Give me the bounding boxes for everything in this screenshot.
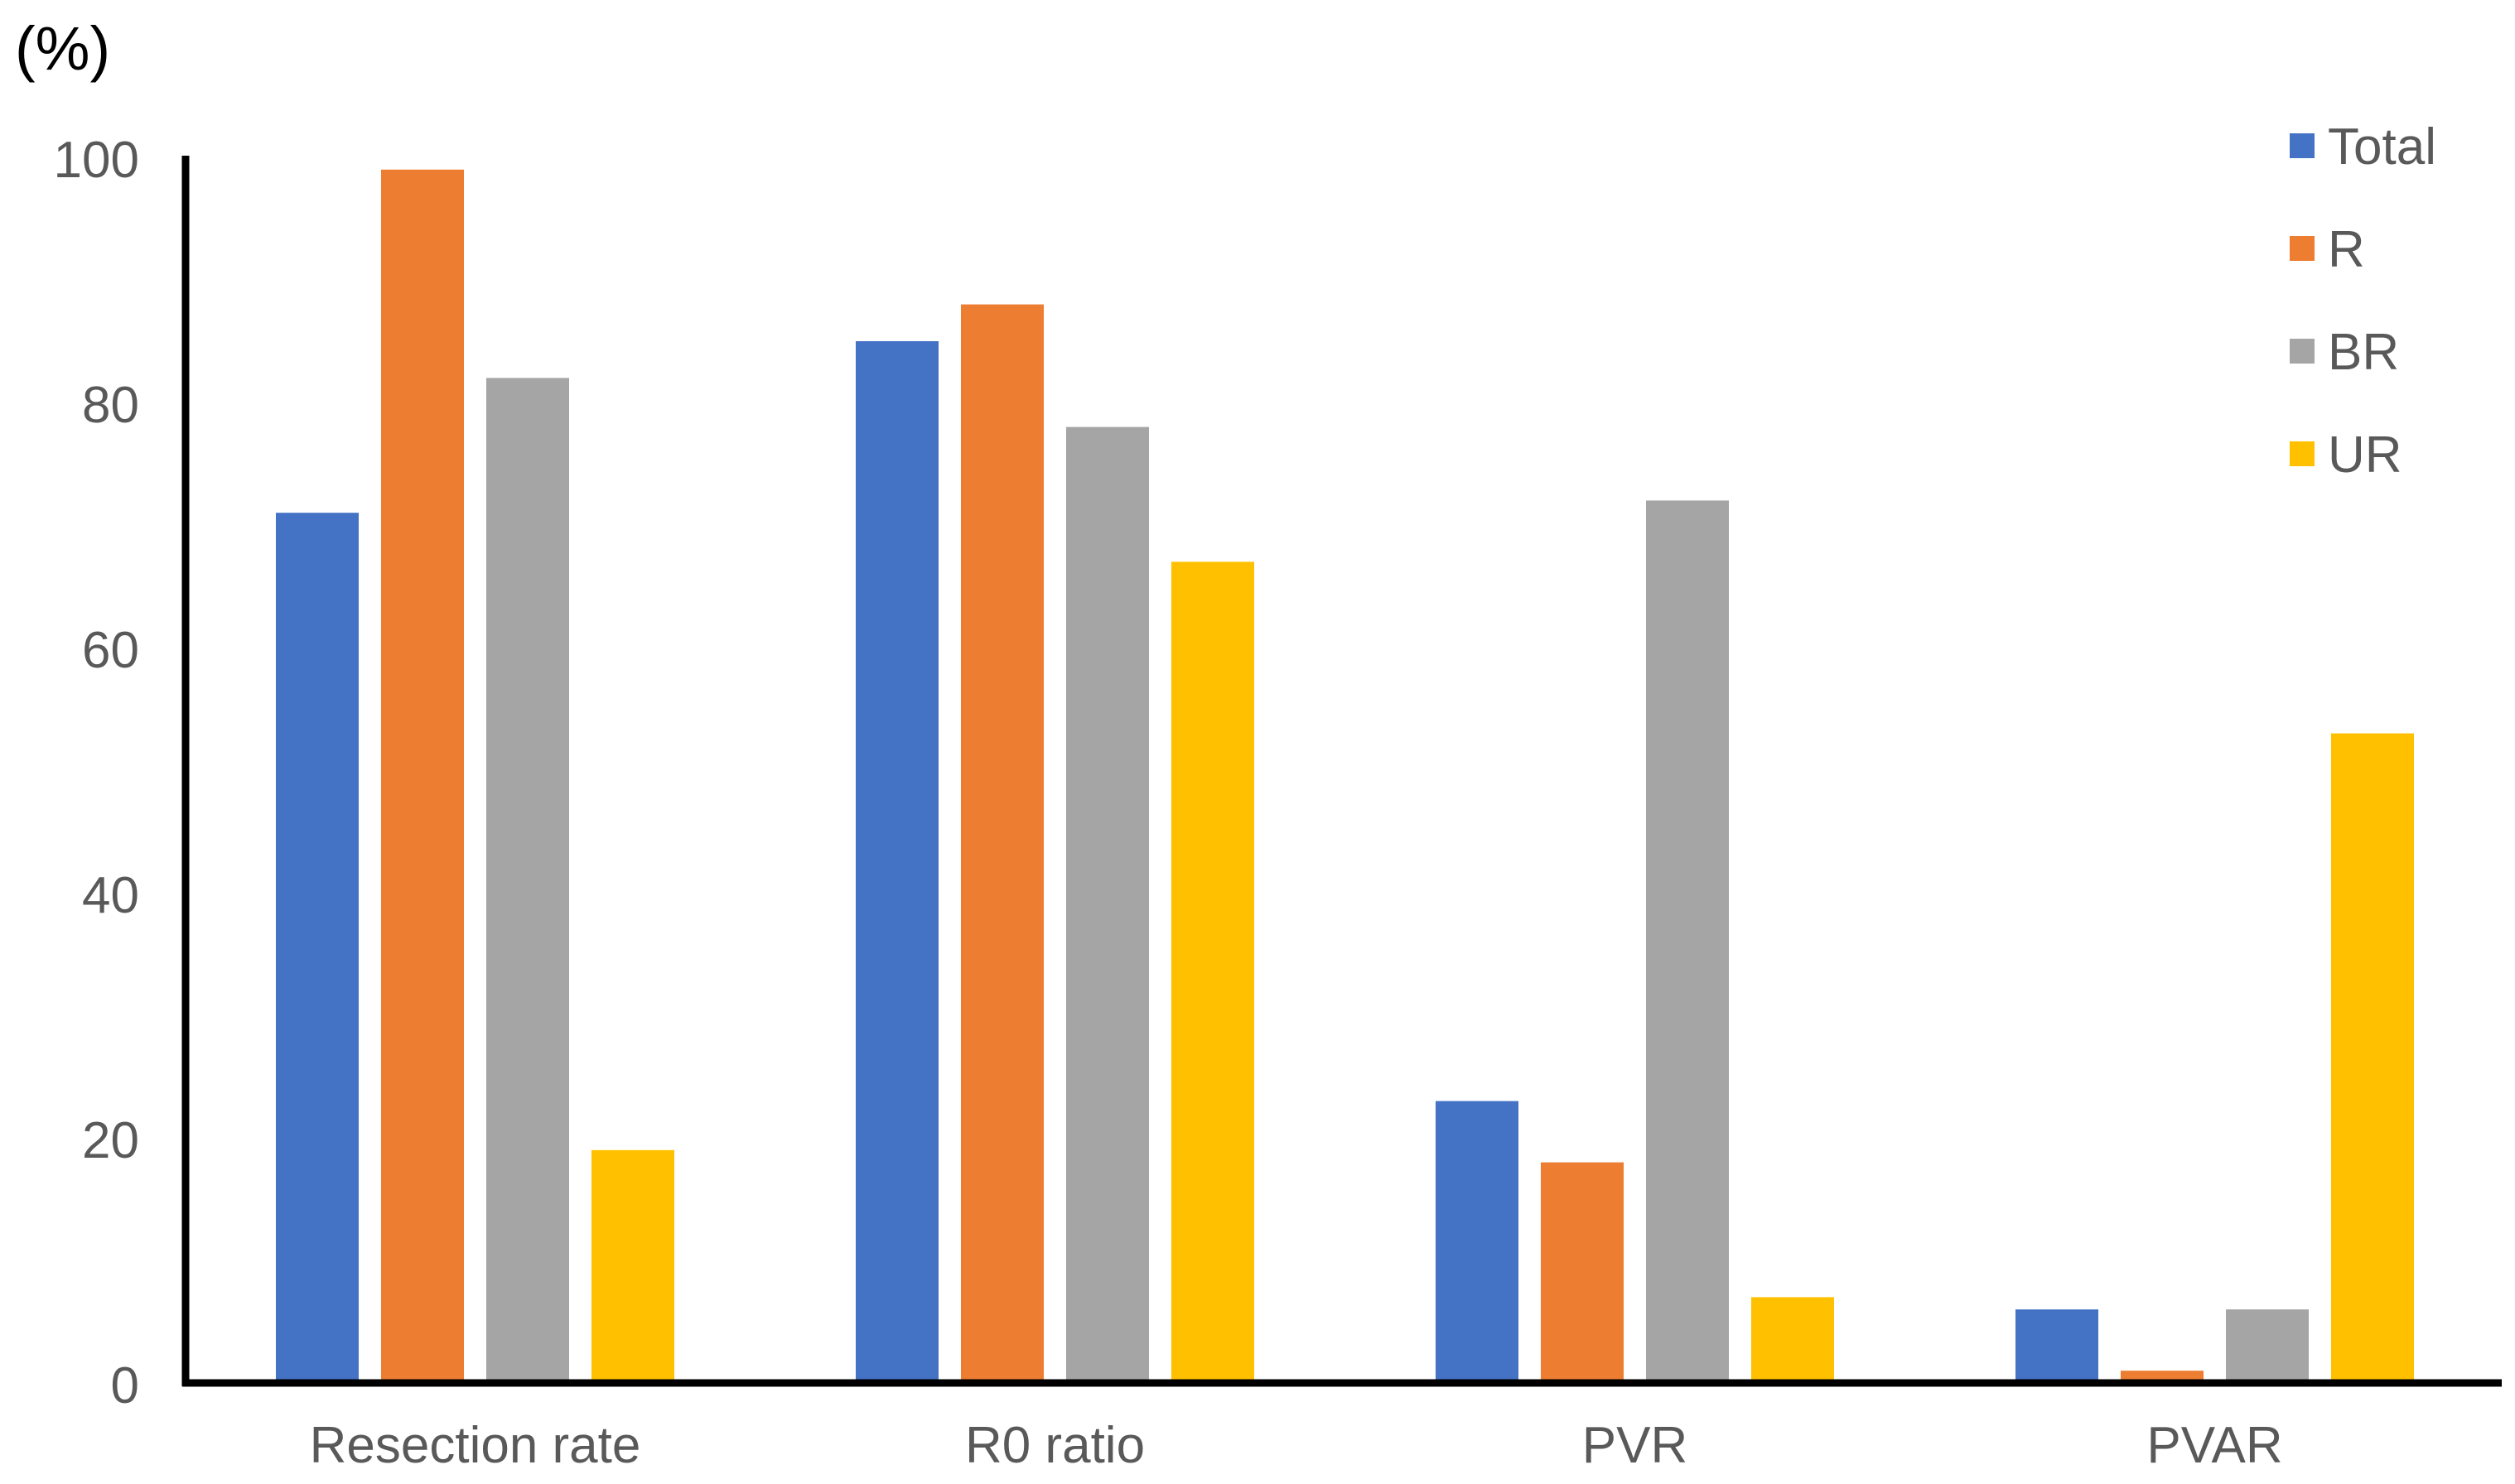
- bar-br-2: [1646, 500, 1729, 1383]
- x-category-label: PVAR: [2146, 1417, 2282, 1474]
- bar-r-1: [961, 304, 1044, 1384]
- y-tick-label: 100: [54, 132, 139, 189]
- bar-ur-3: [2331, 733, 2414, 1383]
- legend-swatch-ur: [2290, 441, 2315, 466]
- y-tick-label: 20: [82, 1112, 139, 1169]
- x-category-label: R0 ratio: [965, 1417, 1145, 1474]
- bar-ur-1: [1171, 561, 1254, 1383]
- x-category-label: PVR: [1582, 1417, 1687, 1474]
- legend-label-total: Total: [2328, 118, 2436, 176]
- bar-br-1: [1066, 426, 1149, 1383]
- legend-swatch-br: [2290, 339, 2315, 364]
- y-tick-label: 60: [82, 622, 139, 679]
- bar-ur-2: [1751, 1297, 1834, 1383]
- legend-label-r: R: [2328, 221, 2365, 278]
- bar-total-0: [276, 513, 359, 1384]
- legend-swatch-total: [2290, 133, 2315, 158]
- bar-br-0: [486, 378, 569, 1383]
- bar-total-1: [856, 341, 939, 1383]
- y-tick-label: 0: [111, 1357, 139, 1414]
- legend-swatch-r: [2290, 236, 2315, 261]
- legend-label-br: BR: [2328, 324, 2399, 381]
- bar-total-3: [2015, 1309, 2098, 1383]
- legend-label-ur: UR: [2328, 426, 2402, 484]
- bar-total-2: [1436, 1101, 1518, 1383]
- y-axis-unit-label: (%): [15, 14, 111, 83]
- bar-r-0: [381, 169, 464, 1383]
- y-tick-label: 40: [82, 867, 139, 924]
- y-tick-label: 80: [82, 377, 139, 434]
- bar-br-3: [2226, 1309, 2309, 1383]
- bar-r-2: [1541, 1162, 1624, 1383]
- bar-ur-0: [591, 1149, 674, 1383]
- x-category-label: Resection rate: [310, 1417, 641, 1474]
